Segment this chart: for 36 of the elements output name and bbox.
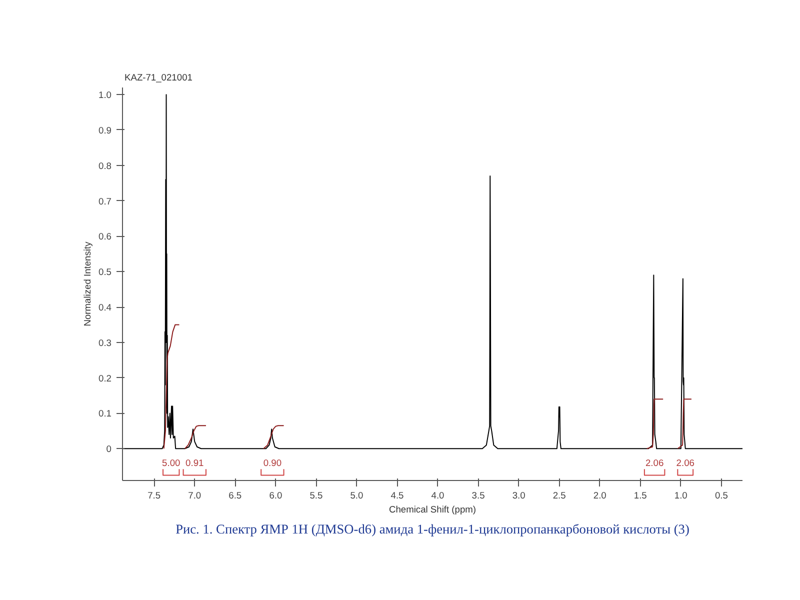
x-tick-label: 4.0 — [431, 490, 444, 500]
x-tick-label: 1.5 — [634, 490, 647, 500]
line-series — [122, 94, 742, 450]
y-tick-label: 0 — [106, 444, 112, 454]
y-tick-label: 0.5 — [98, 267, 112, 278]
y-tick-label: 0.7 — [98, 196, 112, 206]
y-axis-title: Normalized Intensity — [82, 241, 93, 326]
y-tick-label: 0.8 — [98, 160, 112, 171]
y-tick-label: 0.1 — [98, 408, 112, 419]
x-tick-label: 2.0 — [593, 490, 606, 500]
x-tick-label: 3.0 — [512, 490, 526, 500]
x-tick-label: 7.5 — [148, 490, 161, 500]
x-tick-label: 5.0 — [350, 490, 364, 500]
x-tick-label: 7.0 — [188, 490, 202, 500]
x-tick-label: 1.0 — [674, 490, 688, 500]
text: Рис. 1. Спектр ЯМР 1H (ДMSO-d6) амида 1-фенил-1-циклопропанкарбоновой кислоты (3) — [176, 522, 690, 536]
y-tick-label: 0.9 — [98, 125, 112, 136]
x-tick-label: 4.5 — [390, 490, 404, 500]
y-tick-label: 0.3 — [98, 338, 112, 348]
annotation: 2.06 — [645, 458, 664, 468]
annotation: 0.90 — [263, 458, 282, 468]
annotation: 5.00 — [162, 458, 180, 468]
x-tick-label: 3.5 — [472, 490, 485, 500]
annotation: 2.06 — [676, 458, 694, 468]
x-tick-label: 2.5 — [552, 490, 566, 500]
y-tick-label: 0.2 — [98, 373, 112, 384]
x-tick-label: 5.5 — [310, 490, 323, 500]
x-tick-label: 0.5 — [714, 490, 728, 500]
x-tick-label: 6.0 — [269, 490, 282, 500]
chart-title: KAZ-71_021001 — [124, 72, 192, 82]
x-tick-label: 6.5 — [228, 490, 242, 500]
y-tick-label: 0.6 — [98, 232, 112, 242]
y-tick-label: 1.0 — [98, 90, 112, 100]
y-tick-label: 0.4 — [98, 302, 112, 313]
annotation: 0.91 — [186, 458, 204, 468]
x-axis-title: Chemical Shift (ppm) — [388, 504, 476, 514]
